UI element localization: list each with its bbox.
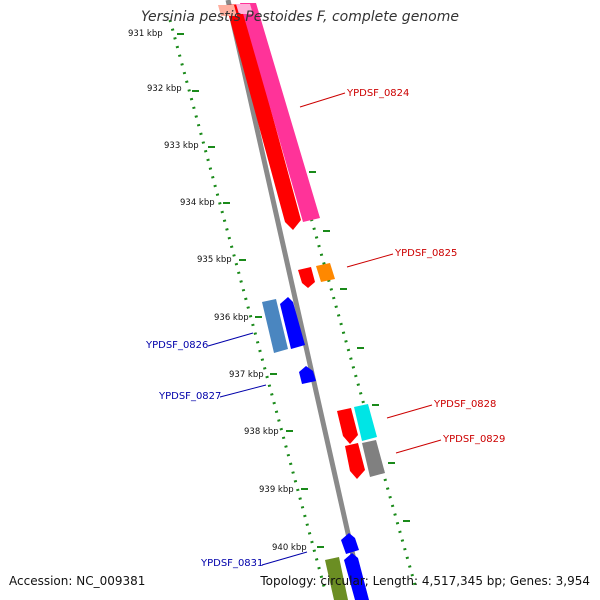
scale-ticks: [177, 33, 410, 548]
gene-feature-ypdsf-0827[interactable]: [299, 366, 316, 384]
tick-label-939: 939 kbp: [259, 485, 294, 495]
tick-label-936: 936 kbp: [214, 313, 249, 323]
gene-feature-ypdsf-0829[interactable]: [362, 440, 385, 477]
gene-label-ypdsf-0824[interactable]: YPDSF_0824: [346, 88, 409, 99]
gene-label-ypdsf-0831[interactable]: YPDSF_0831: [200, 558, 263, 569]
gene-feature-blue-bottom[interactable]: [344, 553, 369, 600]
tick-label-931: 931 kbp: [128, 29, 163, 39]
tick-label-933: 933 kbp: [164, 141, 199, 151]
genome-title: Yersinia pestis Pestoides F, complete ge…: [141, 9, 459, 25]
gene-label-ypdsf-0825[interactable]: YPDSF_0825: [394, 248, 457, 259]
gene-label-ypdsf-0829[interactable]: YPDSF_0829: [442, 434, 505, 445]
gene-features: [218, 3, 385, 600]
gene-feature-red-long[interactable]: [226, 4, 301, 230]
left-scale-line: [168, 19, 327, 591]
genome-backbone: [225, 0, 366, 600]
tick-label-932: 932 kbp: [147, 84, 182, 94]
tick-label-938: 938 kbp: [244, 427, 279, 437]
label-leader-lines: [207, 92, 442, 566]
tick-label-940: 940 kbp: [272, 543, 307, 553]
gene-label-ypdsf-0828[interactable]: YPDSF_0828: [433, 399, 496, 410]
gene-feature-ypdsf-0825[interactable]: [316, 263, 335, 282]
gene-feature-ypdsf-0831[interactable]: [341, 533, 359, 554]
accession-text: Accession: NC_009381: [9, 574, 146, 588]
gene-feature-ypdsf-0828[interactable]: [354, 404, 377, 441]
gene-feature-red-0828-left[interactable]: [337, 408, 358, 444]
gene-feature-ypdsf-0824[interactable]: [240, 3, 320, 222]
gene-feature-olive[interactable]: [325, 557, 348, 600]
gene-feature-red-0829-left[interactable]: [345, 443, 365, 479]
gene-feature-0824-top: [236, 4, 253, 14]
tick-label-935: 935 kbp: [197, 255, 232, 265]
gene-feature-ypdsf-0826[interactable]: [262, 299, 288, 353]
tick-label-937: 937 kbp: [229, 370, 264, 380]
gene-feature-blue-0826-right[interactable]: [280, 297, 305, 349]
gene-feature-red-0825-left[interactable]: [298, 267, 315, 288]
gene-label-ypdsf-0827[interactable]: YPDSF_0827: [158, 391, 221, 402]
tick-label-934: 934 kbp: [180, 198, 215, 208]
gene-label-ypdsf-0826[interactable]: YPDSF_0826: [145, 340, 208, 351]
genome-summary-text: Topology: circular; Length: 4,517,345 bp…: [260, 574, 590, 588]
gene-feature-red-long-top: [218, 5, 237, 16]
